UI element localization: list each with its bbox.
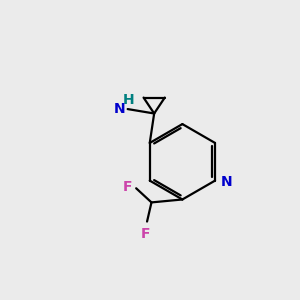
Text: F: F [141, 227, 150, 241]
Text: F: F [122, 180, 132, 194]
Text: N: N [220, 175, 232, 189]
Text: N: N [114, 102, 125, 116]
Text: H: H [122, 93, 134, 106]
